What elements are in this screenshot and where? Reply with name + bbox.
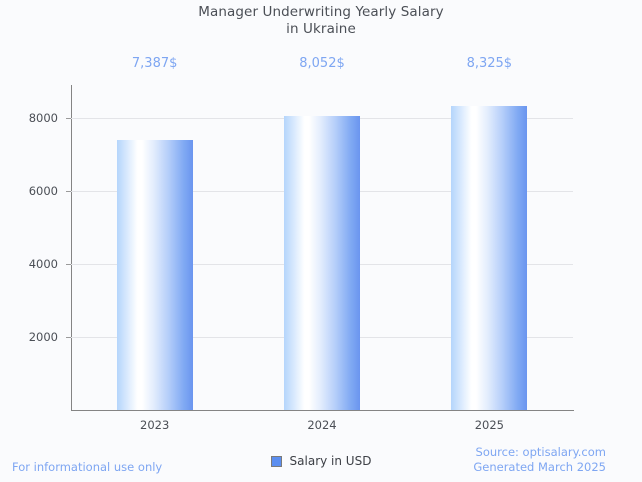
source-block: Source: optisalary.com Generated March 2… [473,445,606,475]
y-axis-tick-label: 8000 [28,110,58,125]
y-tick-mark [66,117,71,119]
bar-value-label-2024: 8,052$ [299,56,345,71]
plot-area: 2000 4000 6000 8000 [29,85,573,410]
bar-value-label-2025: 8,325$ [466,56,513,71]
chart-title: Manager Underwriting Yearly Salary in Uk… [0,4,642,38]
bar-value-label-2023: 7,387$ [131,56,178,71]
y-tick-mark [66,263,71,265]
legend-item-label: Salary in USD [289,454,372,468]
y-axis-tick-label: 2000 [28,329,58,344]
bar-2023[interactable] [116,140,193,410]
source-text: Source: optisalary.com [475,445,606,459]
legend-swatch-icon [270,455,282,467]
y-tick-mark [66,190,71,192]
x-axis-line [71,410,574,411]
bar-2025[interactable] [451,105,528,410]
disclaimer-text: For informational use only [12,460,163,474]
y-tick-mark [66,336,71,338]
y-axis-tick-label: 4000 [28,256,58,271]
generated-text: Generated March 2025 [473,460,606,474]
bar-2024[interactable] [284,115,360,410]
x-axis-category-label-2024: 2024 [307,418,337,432]
y-axis-tick-label: 6000 [28,183,58,198]
chart-legend: Salary in USD [0,454,642,468]
x-axis-category-label-2025: 2025 [474,418,504,432]
x-axis-category-label-2023: 2023 [140,418,170,432]
chart-title-line-2: in Ukraine [286,21,356,37]
chart-title-line-1: Manager Underwriting Yearly Salary [198,4,444,20]
y-axis-line [71,85,72,411]
